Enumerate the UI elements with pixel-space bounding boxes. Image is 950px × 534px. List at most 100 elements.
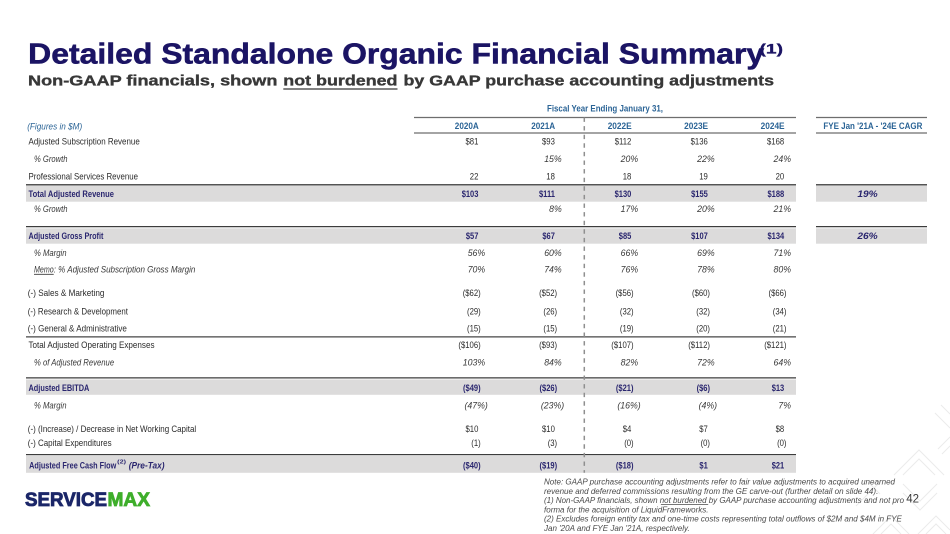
svg-text:($49): ($49) xyxy=(463,382,481,393)
svg-text:forma for the acquisition of L: forma for the acquisition of LiquidFrame… xyxy=(544,505,709,514)
svg-text:$7: $7 xyxy=(699,424,708,434)
svg-text:% of Adjusted Revenue: % of Adjusted Revenue xyxy=(34,358,114,369)
svg-text:($6): ($6) xyxy=(697,382,710,393)
svg-text:(-) Sales & Marketing: (-) Sales & Marketing xyxy=(28,288,105,299)
svg-text:($93): ($93) xyxy=(539,340,557,350)
svg-text:(34): (34) xyxy=(773,306,787,316)
svg-text:(Pre-Tax): (Pre-Tax) xyxy=(129,461,165,472)
svg-text:(47%): (47%) xyxy=(465,400,488,410)
svg-text:$10: $10 xyxy=(542,424,555,434)
svg-text:Adjusted Subscription Revenue: Adjusted Subscription Revenue xyxy=(29,137,140,148)
svg-text:20%: 20% xyxy=(696,204,714,214)
svg-text:(26): (26) xyxy=(543,306,557,316)
svg-text:(32): (32) xyxy=(620,306,634,316)
svg-text:(32): (32) xyxy=(696,306,710,316)
svg-text:$168: $168 xyxy=(767,137,784,147)
svg-text:2023E: 2023E xyxy=(684,121,708,131)
svg-text:Adjusted EBITDA: Adjusted EBITDA xyxy=(29,383,90,394)
svg-text:Adjusted Free Cash Flow: Adjusted Free Cash Flow xyxy=(29,461,117,472)
svg-text:($18): ($18) xyxy=(616,460,634,471)
svg-text:$67: $67 xyxy=(542,230,555,241)
svg-text:(-) Research & Development: (-) Research & Development xyxy=(28,306,128,317)
svg-text:MAX: MAX xyxy=(108,489,151,511)
svg-text:(0): (0) xyxy=(777,438,786,448)
svg-text:Total Adjusted Operating Expen: Total Adjusted Operating Expenses xyxy=(29,340,155,351)
svg-text:2021A: 2021A xyxy=(531,121,555,131)
svg-text:Adjusted Gross Profit: Adjusted Gross Profit xyxy=(29,231,105,242)
svg-text:($52): ($52) xyxy=(539,288,557,298)
svg-text:20%: 20% xyxy=(620,154,638,164)
svg-text:(3): (3) xyxy=(548,438,557,448)
svg-text:(-) General & Administrative: (-) General & Administrative xyxy=(28,324,127,335)
svg-text:(15): (15) xyxy=(467,324,481,334)
svg-text:(0): (0) xyxy=(701,438,710,448)
svg-text:$10: $10 xyxy=(466,424,479,434)
svg-text:18: 18 xyxy=(546,171,555,181)
svg-text:SERVICE: SERVICE xyxy=(25,489,107,511)
svg-text:82%: 82% xyxy=(621,358,639,368)
svg-text:$13: $13 xyxy=(772,382,785,393)
svg-text:26%: 26% xyxy=(856,230,878,241)
svg-text:($107): ($107) xyxy=(611,340,633,350)
svg-text:70%: 70% xyxy=(468,264,486,274)
svg-text:(2) Excludes foreign entity ta: (2) Excludes foreign entity tax and one-… xyxy=(544,515,903,524)
svg-text:(-) (Increase) / Decrease in N: (-) (Increase) / Decrease in Net Working… xyxy=(28,424,196,435)
svg-text:18: 18 xyxy=(623,171,632,181)
svg-text:(21): (21) xyxy=(773,324,787,334)
svg-text:(23%): (23%) xyxy=(541,400,564,410)
svg-text:74%: 74% xyxy=(544,264,562,274)
svg-text:$134: $134 xyxy=(768,230,785,241)
svg-text:% Margin: % Margin xyxy=(34,400,67,411)
svg-text:(16%): (16%) xyxy=(617,400,640,410)
svg-text:7%: 7% xyxy=(778,400,791,410)
svg-text:19%: 19% xyxy=(857,188,878,199)
svg-text:($106): ($106) xyxy=(458,340,480,350)
svg-text:$81: $81 xyxy=(466,137,479,147)
svg-text:($40): ($40) xyxy=(463,460,481,471)
svg-text:$112: $112 xyxy=(615,137,632,147)
svg-text:(20): (20) xyxy=(696,324,710,334)
svg-text:2024E: 2024E xyxy=(761,121,785,131)
svg-text:42: 42 xyxy=(906,493,919,505)
svg-text:(0): (0) xyxy=(624,438,633,448)
svg-text:($112): ($112) xyxy=(688,340,710,350)
svg-text:($21): ($21) xyxy=(616,382,634,393)
svg-text:(-) Capital Expenditures: (-) Capital Expenditures xyxy=(28,438,112,449)
svg-text:24%: 24% xyxy=(773,154,791,164)
svg-text:$136: $136 xyxy=(691,137,708,147)
svg-text:($66): ($66) xyxy=(769,288,787,298)
svg-text:76%: 76% xyxy=(621,264,639,274)
svg-text:71%: 71% xyxy=(774,248,792,258)
svg-text:% Growth: % Growth xyxy=(34,204,68,215)
svg-text:($60): ($60) xyxy=(692,288,710,298)
svg-text:revenue and deferred commissio: revenue and deferred commissions resulti… xyxy=(544,487,878,496)
svg-text:(19): (19) xyxy=(620,324,634,334)
svg-text:$107: $107 xyxy=(691,230,708,241)
svg-text:Jan '20A and FYE Jan '21A, res: Jan '20A and FYE Jan '21A, respectively. xyxy=(543,524,690,533)
svg-text:% Margin: % Margin xyxy=(34,248,67,259)
svg-text:Note: GAAP purchase accounting: Note: GAAP purchase accounting adjustmen… xyxy=(544,478,896,487)
svg-text:2020A: 2020A xyxy=(455,121,479,131)
svg-text:66%: 66% xyxy=(621,248,639,258)
svg-text:$21: $21 xyxy=(772,460,785,471)
svg-text:$188: $188 xyxy=(768,188,785,199)
svg-text:($26): ($26) xyxy=(540,382,558,393)
svg-text:2022E: 2022E xyxy=(608,121,632,131)
svg-text:($62): ($62) xyxy=(463,288,481,298)
svg-text:(29): (29) xyxy=(467,306,481,316)
svg-text:$103: $103 xyxy=(462,188,479,199)
svg-text:56%: 56% xyxy=(468,248,486,258)
svg-text:: % Adjusted Subscription Gros: : % Adjusted Subscription Gross Margin xyxy=(54,264,196,275)
svg-text:$155: $155 xyxy=(691,188,708,199)
svg-text:60%: 60% xyxy=(544,248,562,258)
svg-text:$1: $1 xyxy=(699,460,707,471)
svg-text:$4: $4 xyxy=(623,424,632,434)
svg-text:by GAAP purchase accounting ad: by GAAP purchase accounting adjustments xyxy=(404,74,775,90)
svg-text:(Figures in $M): (Figures in $M) xyxy=(27,121,82,131)
svg-text:22: 22 xyxy=(470,171,479,181)
svg-text:$85: $85 xyxy=(619,230,632,241)
svg-text:($19): ($19) xyxy=(540,460,558,471)
svg-text:Fiscal Year Ending January 31,: Fiscal Year Ending January 31, xyxy=(547,103,663,113)
svg-text:21%: 21% xyxy=(773,204,791,214)
svg-text:64%: 64% xyxy=(774,358,792,368)
